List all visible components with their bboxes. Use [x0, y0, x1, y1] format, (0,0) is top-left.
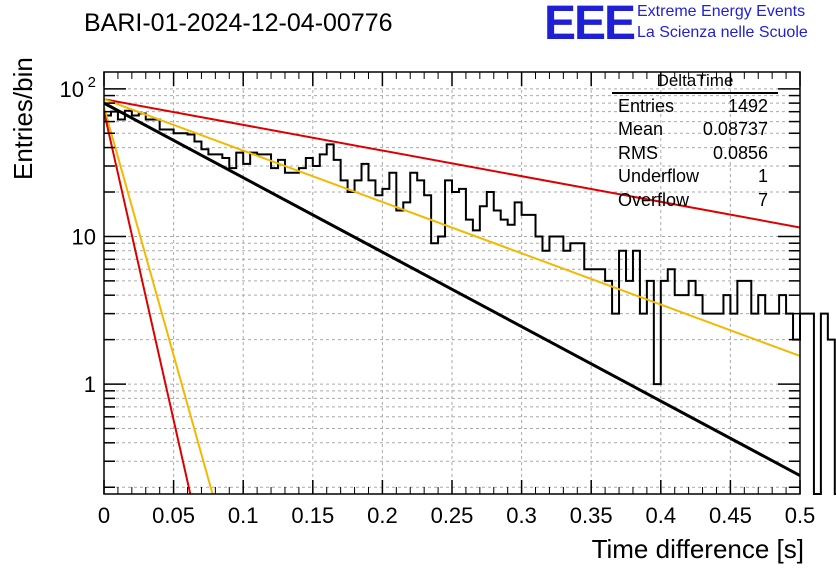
grid	[104, 72, 800, 494]
stats-label: Mean	[618, 119, 664, 140]
stats-row: RMS 0.0856	[612, 142, 778, 165]
stats-label: RMS	[618, 142, 658, 163]
fit-line-lower-rate-red	[104, 111, 192, 494]
x-tick-label: 0.15	[291, 503, 334, 528]
stats-value: 0.0856	[712, 142, 768, 163]
stats-label: Entries	[618, 96, 675, 116]
stats-row: Underflow 1	[612, 165, 778, 188]
x-tick-label: 0.3	[506, 503, 537, 528]
plot-title: BARI-01-2024-12-04-00776	[84, 9, 393, 37]
x-tick-label: 0.2	[367, 503, 398, 528]
logo-line-1: Extreme Energy Events	[637, 3, 806, 20]
eee-logo: EEE	[544, 0, 636, 50]
fit-line-lower-rate-orange	[104, 106, 214, 494]
y-axis-label: Entries/bin	[8, 57, 38, 180]
stats-value: 1	[757, 166, 768, 187]
x-tick-label: 0.25	[431, 503, 474, 528]
stats-box: DeltaTime Entries 1492 Mean 0.08737 RMS 0.0…	[612, 70, 778, 212]
stats-label: Overflow	[618, 189, 690, 210]
x-tick-label: 0.5	[785, 503, 816, 528]
x-tick-label: 0.05	[152, 503, 195, 528]
stats-value: 7	[757, 189, 768, 210]
y-tick-exponent: 2	[88, 74, 96, 91]
fit-line-upper-rate-red	[104, 98, 800, 229]
stats-value: 0.08737	[702, 119, 768, 140]
stats-row: Entries 1492	[612, 95, 778, 118]
fit-line-best-fit	[104, 101, 800, 477]
y-tick-label: 1	[84, 372, 96, 397]
stats-row: Overflow 7	[612, 189, 778, 212]
logo-line-2: La Scienza nelle Scuole	[637, 24, 808, 41]
x-tick-label: 0.1	[228, 503, 259, 528]
histogram-outline	[104, 109, 836, 495]
stats-label: Underflow	[618, 166, 700, 187]
y-tick-label: 10	[60, 77, 84, 102]
stats-value: 1492	[727, 96, 768, 116]
fit-line-upper-rate-orange	[104, 98, 800, 357]
x-tick-label: 0.35	[570, 503, 613, 528]
x-tick-label: 0	[98, 503, 110, 528]
stats-title: DeltaTime	[612, 70, 778, 94]
x-tick-label: 0.45	[709, 503, 752, 528]
x-tick-label: 0.4	[646, 503, 677, 528]
y-tick-label: 10	[72, 224, 96, 249]
x-axis-label: Time difference [s]	[591, 534, 804, 564]
stats-row: Mean 0.08737	[612, 118, 778, 141]
